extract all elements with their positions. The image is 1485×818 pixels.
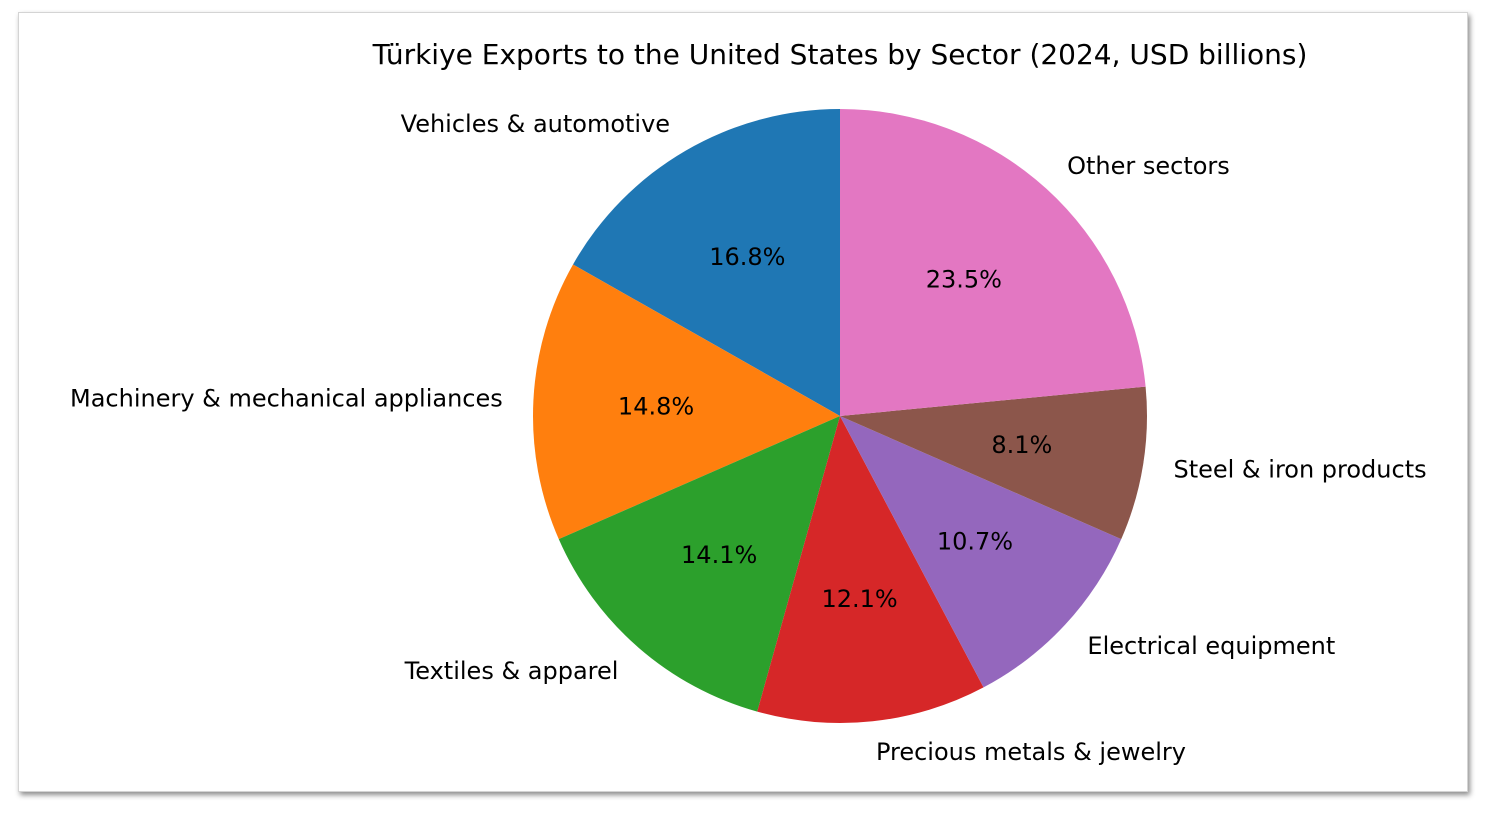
- percent-label-machinery-and-mechanical-appliances: 14.8%: [618, 392, 694, 420]
- pie-slice-precious-metals-and-jewelry: [757, 416, 984, 724]
- percent-label-steel-and-iron-products: 8.1%: [991, 431, 1052, 459]
- pie-slice-electrical-equipment: [840, 416, 1122, 688]
- slice-label-precious-metals-and-jewelry: Precious metals & jewelry: [876, 738, 1186, 766]
- pie-slice-machinery-and-mechanical-appliances: [533, 264, 840, 540]
- slice-label-other-sectors: Other sectors: [1067, 152, 1230, 180]
- percent-label-textiles-and-apparel: 14.1%: [681, 541, 757, 569]
- pie-slice-textiles-and-apparel: [558, 416, 840, 712]
- slice-label-electrical-equipment: Electrical equipment: [1087, 632, 1335, 660]
- slice-label-vehicles-and-automotive: Vehicles & automotive: [401, 110, 670, 138]
- pie-slices: [533, 109, 1147, 724]
- percent-label-other-sectors: 23.5%: [926, 266, 1002, 294]
- chart-title: Türkiye Exports to the United States by …: [372, 38, 1308, 71]
- percent-label-precious-metals-and-jewelry: 12.1%: [821, 585, 897, 613]
- pie-slice-other-sectors: [840, 109, 1146, 416]
- pie-slice-steel-and-iron-products: [840, 386, 1147, 540]
- slice-label-steel-and-iron-products: Steel & iron products: [1173, 455, 1426, 483]
- percent-label-vehicles-and-automotive: 16.8%: [709, 243, 785, 271]
- slice-label-machinery-and-mechanical-appliances: Machinery & mechanical appliances: [70, 385, 503, 413]
- slice-label-textiles-and-apparel: Textiles & apparel: [404, 657, 619, 685]
- pie-slice-vehicles-and-automotive: [573, 109, 840, 416]
- pie-labels: 16.8% Vehicles & automotive 14.8% Machinery…: [70, 110, 1427, 766]
- percent-label-electrical-equipment: 10.7%: [937, 527, 1013, 555]
